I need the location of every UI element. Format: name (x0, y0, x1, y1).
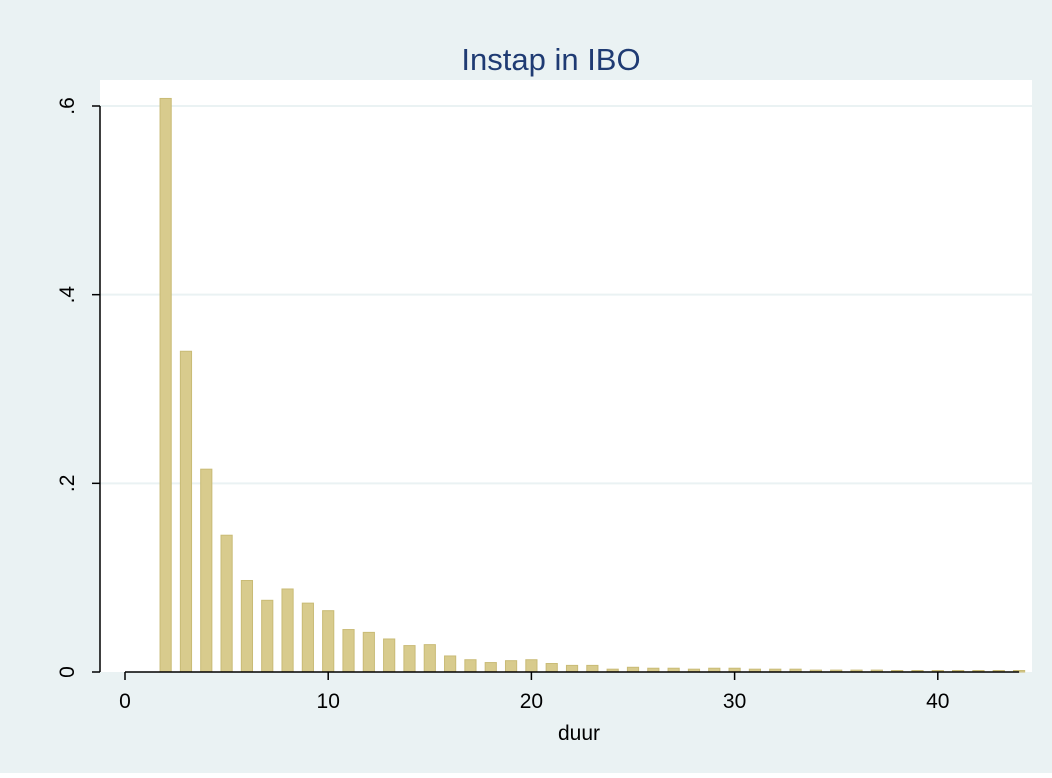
x-tick-label: 30 (723, 690, 746, 713)
bar (281, 588, 294, 673)
bar (342, 629, 355, 673)
gridlines (100, 105, 1032, 485)
bar (159, 97, 172, 673)
bar (301, 602, 314, 673)
bar (403, 645, 416, 673)
bar (423, 644, 436, 673)
bar (200, 468, 213, 673)
x-tick-label: 0 (119, 690, 131, 713)
plot-area (100, 80, 1032, 672)
x-tick-label: 10 (317, 690, 340, 713)
y-tick-label: .4 (56, 286, 79, 304)
chart-title: Instap in IBO (461, 42, 640, 77)
bar (322, 610, 335, 673)
y-tick-label: .6 (56, 97, 79, 115)
bar (179, 350, 193, 673)
bar (383, 638, 396, 673)
bar (525, 659, 538, 673)
bar (586, 664, 599, 673)
bar (261, 599, 274, 673)
y-tick-label: 0 (56, 666, 79, 678)
axes: 0 .2 .4 .6 0 10 20 30 40 (56, 97, 1020, 713)
bar (565, 664, 579, 673)
bar (464, 659, 477, 673)
x-tick-label: 20 (520, 690, 543, 713)
x-axis-label: duur (558, 722, 600, 745)
bar (545, 663, 558, 673)
bar (220, 534, 233, 673)
bar (484, 662, 497, 673)
x-tick-label: 40 (926, 690, 949, 713)
bar (362, 631, 375, 673)
bar (444, 655, 457, 673)
bar (240, 579, 254, 673)
bar (504, 660, 518, 673)
y-tick-label: .2 (56, 475, 79, 493)
